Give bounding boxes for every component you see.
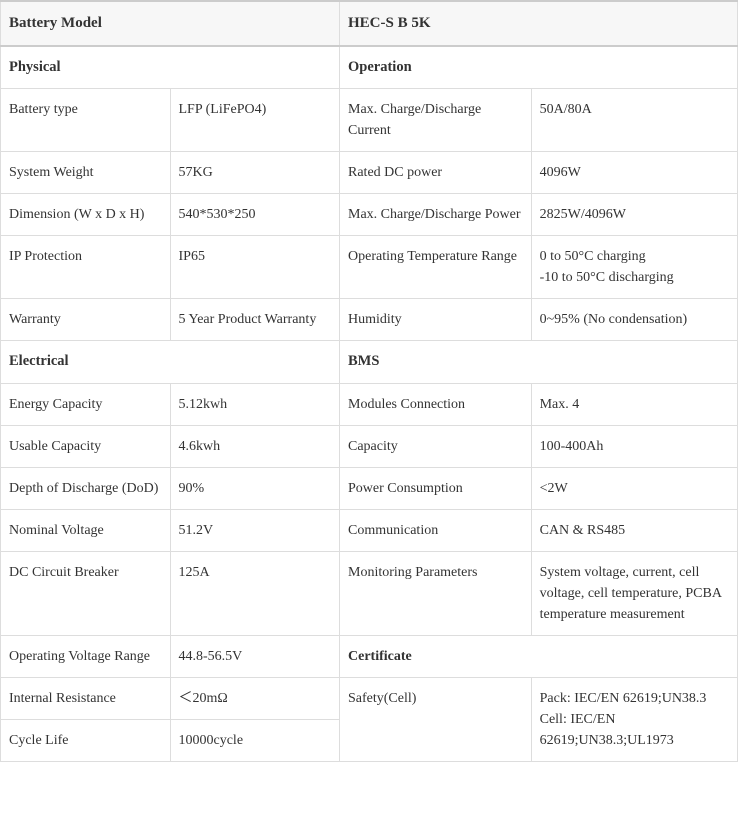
cell-label: Rated DC power <box>340 152 532 194</box>
cell-value: 100-400Ah <box>531 426 737 468</box>
cell-value: 57KG <box>170 152 340 194</box>
table-row: System Weight 57KG Rated DC power 4096W <box>1 152 738 194</box>
cell-value: 5.12kwh <box>170 384 340 426</box>
section-physical: Physical <box>1 46 340 89</box>
section-operation: Operation <box>340 46 738 89</box>
cell-label: Capacity <box>340 426 532 468</box>
table-row: Depth of Discharge (DoD) 90% Power Consu… <box>1 468 738 510</box>
cell-label: Internal Resistance <box>1 678 171 720</box>
section-electrical: Electrical <box>1 341 340 384</box>
header-left: Battery Model <box>1 1 340 46</box>
cell-value: 90% <box>170 468 340 510</box>
cell-label: Dimension (W x D x H) <box>1 194 171 236</box>
cell-value: 51.2V <box>170 510 340 552</box>
cell-value: 44.8-56.5V <box>170 636 340 678</box>
cell-label: DC Circuit Breaker <box>1 552 171 636</box>
cell-label: Nominal Voltage <box>1 510 171 552</box>
cell-label: Safety(Cell) <box>340 678 532 762</box>
cell-value: 125A <box>170 552 340 636</box>
cell-label: Power Consumption <box>340 468 532 510</box>
table-row: Warranty 5 Year Product Warranty Humidit… <box>1 299 738 341</box>
cell-label: Modules Connection <box>340 384 532 426</box>
cell-value: Pack: IEC/EN 62619;UN38.3Cell: IEC/EN 62… <box>531 678 737 762</box>
section-certificate: Certificate <box>340 636 738 678</box>
cell-label: Warranty <box>1 299 171 341</box>
cell-value: 10000cycle <box>170 720 340 762</box>
cell-value: 4096W <box>531 152 737 194</box>
table-row: IP Protection IP65 Operating Temperature… <box>1 236 738 299</box>
section-row-1: Physical Operation <box>1 46 738 89</box>
table-row: Nominal Voltage 51.2V Communication CAN … <box>1 510 738 552</box>
table-row: Internal Resistance ＜20mΩ Safety(Cell) P… <box>1 678 738 720</box>
cell-value: <2W <box>531 468 737 510</box>
cell-label: Operating Temperature Range <box>340 236 532 299</box>
table-row: Operating Voltage Range 44.8-56.5V Certi… <box>1 636 738 678</box>
table-row: Battery type LFP (LiFePO4) Max. Charge/D… <box>1 89 738 152</box>
cell-label: Cycle Life <box>1 720 171 762</box>
cell-value: 0 to 50°C charging-10 to 50°C dischargin… <box>531 236 737 299</box>
cell-value: Max. 4 <box>531 384 737 426</box>
cell-label: Depth of Discharge (DoD) <box>1 468 171 510</box>
cell-label: Energy Capacity <box>1 384 171 426</box>
cell-value: 540*530*250 <box>170 194 340 236</box>
cell-label: Operating Voltage Range <box>1 636 171 678</box>
cell-value: IP65 <box>170 236 340 299</box>
section-row-2: Electrical BMS <box>1 341 738 384</box>
cell-label: Monitoring Parameters <box>340 552 532 636</box>
cell-label: IP Protection <box>1 236 171 299</box>
table-row: DC Circuit Breaker 125A Monitoring Param… <box>1 552 738 636</box>
cell-label: Max. Charge/Discharge Current <box>340 89 532 152</box>
section-bms: BMS <box>340 341 738 384</box>
header-row: Battery Model HEC-S B 5K <box>1 1 738 46</box>
cell-value: LFP (LiFePO4) <box>170 89 340 152</box>
cell-label: Battery type <box>1 89 171 152</box>
cell-value: System voltage, current, cell voltage, c… <box>531 552 737 636</box>
cell-label: Humidity <box>340 299 532 341</box>
cell-value: 2825W/4096W <box>531 194 737 236</box>
cell-value: CAN & RS485 <box>531 510 737 552</box>
cell-label: System Weight <box>1 152 171 194</box>
cell-label: Max. Charge/Discharge Power <box>340 194 532 236</box>
cell-value: 0~95% (No condensation) <box>531 299 737 341</box>
table-row: Energy Capacity 5.12kwh Modules Connecti… <box>1 384 738 426</box>
cell-label: Usable Capacity <box>1 426 171 468</box>
table-row: Dimension (W x D x H) 540*530*250 Max. C… <box>1 194 738 236</box>
cell-value: 50A/80A <box>531 89 737 152</box>
spec-table: Battery Model HEC-S B 5K Physical Operat… <box>0 0 738 762</box>
table-row: Usable Capacity 4.6kwh Capacity 100-400A… <box>1 426 738 468</box>
cell-label: Communication <box>340 510 532 552</box>
cell-value: ＜20mΩ <box>170 678 340 720</box>
cell-value: 5 Year Product Warranty <box>170 299 340 341</box>
cell-value: 4.6kwh <box>170 426 340 468</box>
header-right: HEC-S B 5K <box>340 1 738 46</box>
